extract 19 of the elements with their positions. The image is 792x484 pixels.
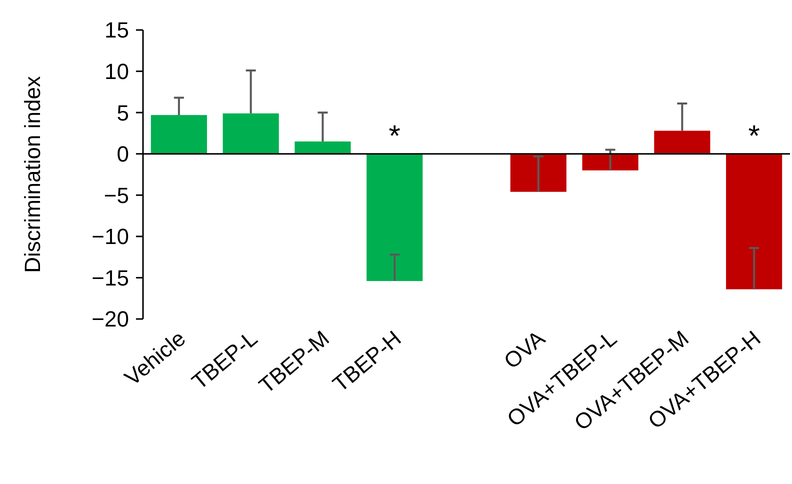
bar — [654, 130, 710, 154]
bar — [294, 141, 351, 154]
annotation: * — [388, 120, 401, 153]
y-tick-label: 5 — [116, 100, 129, 126]
bar — [510, 154, 566, 192]
y-tick-label: −5 — [104, 182, 129, 208]
annotation: * — [748, 120, 760, 153]
bar — [150, 115, 207, 154]
bar — [726, 154, 782, 290]
y-tick-label: −15 — [92, 265, 129, 290]
bar — [366, 154, 423, 282]
bar — [222, 113, 279, 154]
y-tick-label: 0 — [116, 142, 129, 167]
y-tick-label: 15 — [104, 18, 129, 43]
bar — [582, 154, 638, 170]
y-axis-title: Discrimination index — [20, 76, 45, 273]
y-tick-label: −10 — [92, 224, 129, 250]
y-tick-label: −20 — [92, 306, 129, 332]
y-tick-label: 10 — [104, 58, 129, 84]
